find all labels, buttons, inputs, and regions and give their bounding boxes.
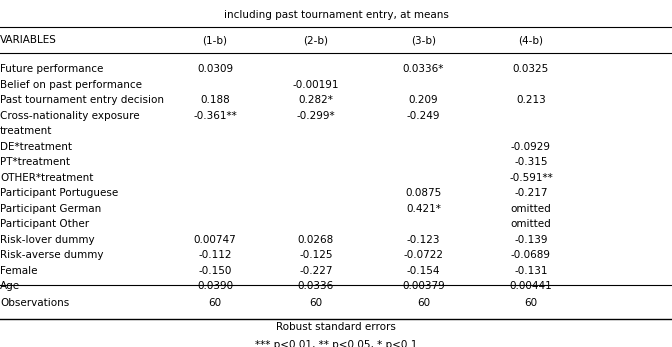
Text: Belief on past performance: Belief on past performance <box>0 80 142 90</box>
Text: 60: 60 <box>309 298 323 308</box>
Text: -0.227: -0.227 <box>299 265 333 276</box>
Text: Future performance: Future performance <box>0 65 103 75</box>
Text: -0.249: -0.249 <box>407 111 440 121</box>
Text: -0.315: -0.315 <box>514 157 548 167</box>
Text: 0.209: 0.209 <box>409 95 438 105</box>
Text: 0.00379: 0.00379 <box>402 281 445 291</box>
Text: -0.0689: -0.0689 <box>511 250 551 260</box>
Text: VARIABLES: VARIABLES <box>0 35 57 45</box>
Text: 0.0875: 0.0875 <box>405 188 442 198</box>
Text: including past tournament entry, at means: including past tournament entry, at mean… <box>224 10 448 20</box>
Text: 60: 60 <box>208 298 222 308</box>
Text: -0.299*: -0.299* <box>296 111 335 121</box>
Text: Risk-averse dummy: Risk-averse dummy <box>0 250 103 260</box>
Text: (1-b): (1-b) <box>202 35 228 45</box>
Text: -0.0929: -0.0929 <box>511 142 551 152</box>
Text: 0.188: 0.188 <box>200 95 230 105</box>
Text: 0.0336*: 0.0336* <box>403 65 444 75</box>
Text: (3-b): (3-b) <box>411 35 436 45</box>
Text: 0.0268: 0.0268 <box>298 235 334 245</box>
Text: Age: Age <box>0 281 20 291</box>
Text: 0.00747: 0.00747 <box>194 235 237 245</box>
Text: -0.154: -0.154 <box>407 265 440 276</box>
Text: Participant Other: Participant Other <box>0 219 89 229</box>
Text: *** p<0.01, ** p<0.05, * p<0.1: *** p<0.01, ** p<0.05, * p<0.1 <box>255 340 417 347</box>
Text: -0.217: -0.217 <box>514 188 548 198</box>
Text: (4-b): (4-b) <box>518 35 544 45</box>
Text: Female: Female <box>0 265 38 276</box>
Text: omitted: omitted <box>511 219 551 229</box>
Text: (2-b): (2-b) <box>303 35 329 45</box>
Text: DE*treatment: DE*treatment <box>0 142 72 152</box>
Text: 0.00441: 0.00441 <box>509 281 552 291</box>
Text: Observations: Observations <box>0 298 69 308</box>
Text: 0.0336: 0.0336 <box>298 281 334 291</box>
Text: 60: 60 <box>524 298 538 308</box>
Text: -0.0722: -0.0722 <box>403 250 444 260</box>
Text: -0.112: -0.112 <box>198 250 232 260</box>
Text: PT*treatment: PT*treatment <box>0 157 70 167</box>
Text: omitted: omitted <box>511 204 551 214</box>
Text: -0.131: -0.131 <box>514 265 548 276</box>
Text: 0.213: 0.213 <box>516 95 546 105</box>
Text: Past tournament entry decision: Past tournament entry decision <box>0 95 164 105</box>
Text: 0.0390: 0.0390 <box>197 281 233 291</box>
Text: -0.00191: -0.00191 <box>292 80 339 90</box>
Text: Cross-nationality exposure: Cross-nationality exposure <box>0 111 140 121</box>
Text: Participant Portuguese: Participant Portuguese <box>0 188 118 198</box>
Text: Robust standard errors: Robust standard errors <box>276 322 396 332</box>
Text: 0.0309: 0.0309 <box>197 65 233 75</box>
Text: OTHER*treatment: OTHER*treatment <box>0 173 93 183</box>
Text: Participant German: Participant German <box>0 204 101 214</box>
Text: -0.123: -0.123 <box>407 235 440 245</box>
Text: -0.139: -0.139 <box>514 235 548 245</box>
Text: 0.421*: 0.421* <box>406 204 441 214</box>
Text: -0.125: -0.125 <box>299 250 333 260</box>
Text: 0.282*: 0.282* <box>298 95 333 105</box>
Text: Risk-lover dummy: Risk-lover dummy <box>0 235 95 245</box>
Text: -0.591**: -0.591** <box>509 173 553 183</box>
Text: treatment: treatment <box>0 126 52 136</box>
Text: 0.0325: 0.0325 <box>513 65 549 75</box>
Text: 60: 60 <box>417 298 430 308</box>
Text: -0.150: -0.150 <box>198 265 232 276</box>
Text: -0.361**: -0.361** <box>193 111 237 121</box>
